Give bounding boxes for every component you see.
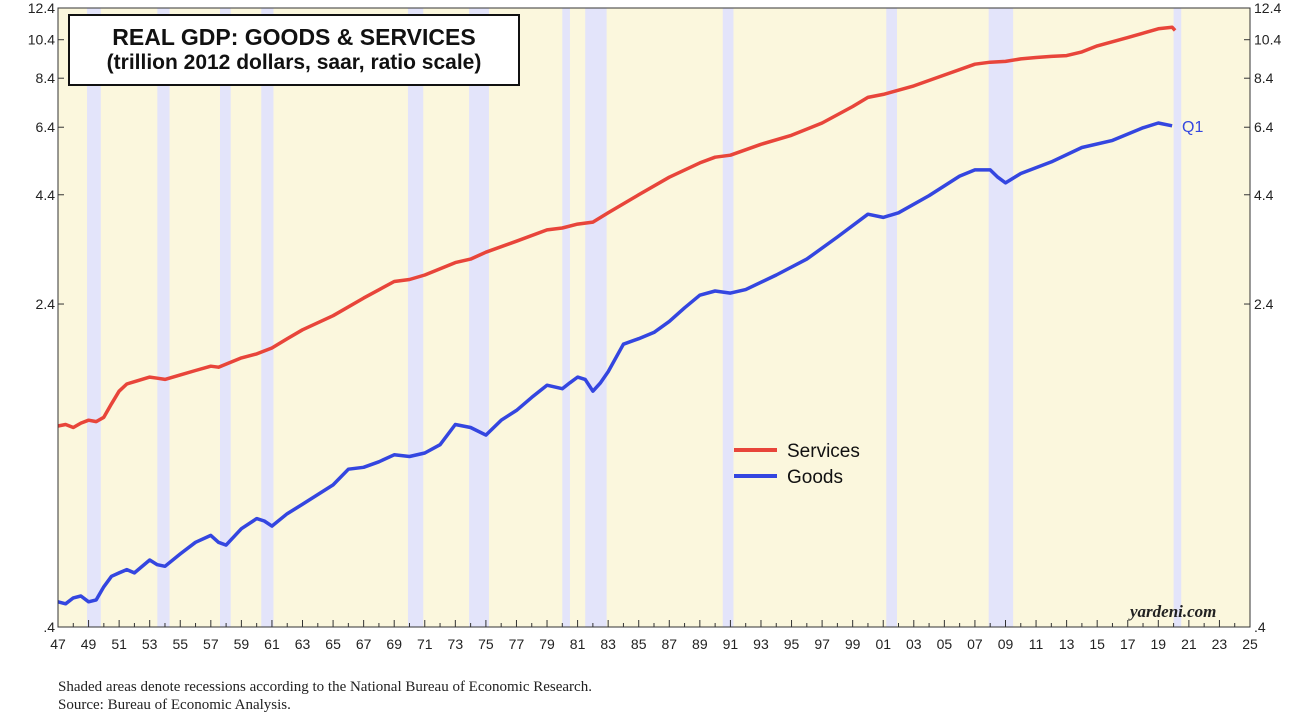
x-tick-label: 59: [234, 636, 250, 652]
recession-band: [261, 8, 274, 627]
y-tick-label: 4.4: [36, 187, 56, 203]
x-tick-label: 99: [845, 636, 861, 652]
x-tick-label: 95: [784, 636, 800, 652]
y-tick-label: 6.4: [1254, 119, 1274, 135]
recession-band: [988, 8, 1014, 627]
watermark: yardeni.com: [1130, 602, 1217, 621]
y-tick-label: 6.4: [36, 119, 56, 135]
series-lines: [57, 25, 1177, 606]
x-tick-label: 01: [875, 636, 891, 652]
x-tick-label: 71: [417, 636, 433, 652]
x-tick-label: 89: [692, 636, 708, 652]
x-tick-label: 13: [1059, 636, 1075, 652]
x-tick-label: 17: [1120, 636, 1136, 652]
recession-band: [157, 8, 170, 627]
legend-label-goods: Goods: [787, 467, 843, 488]
x-tick-label: 81: [570, 636, 586, 652]
x-tick-label: 97: [814, 636, 830, 652]
footnote-recessions: Shaded areas denote recessions according…: [58, 679, 592, 695]
x-tick-label: 03: [906, 636, 922, 652]
recession-band: [469, 8, 489, 627]
chart-subtitle: (trillion 2012 dollars, saar, ratio scal…: [106, 51, 482, 74]
x-tick-label: 69: [386, 636, 402, 652]
x-tick-label: 23: [1212, 636, 1228, 652]
x-tick-label: 51: [111, 636, 127, 652]
x-tick-label: 11: [1029, 636, 1044, 652]
y-tick-label: .4: [1254, 619, 1266, 635]
q1-annotation: Q1: [1182, 119, 1203, 136]
x-tick-label: 53: [142, 636, 158, 652]
x-tick-label: 15: [1089, 636, 1105, 652]
recession-band: [87, 8, 101, 627]
x-tick-label: 93: [753, 636, 769, 652]
chart-title-box: REAL GDP: GOODS & SERVICES (trillion 201…: [68, 14, 520, 86]
recession-band: [722, 8, 734, 627]
x-tick-label: 55: [172, 636, 188, 652]
y-tick-label: 8.4: [36, 70, 56, 86]
x-tick-label: 19: [1151, 636, 1167, 652]
x-tick-label: 47: [50, 636, 66, 652]
y-tick-label: 2.4: [1254, 296, 1274, 312]
plot-background: [58, 8, 1250, 627]
x-tick-label: 79: [539, 636, 555, 652]
x-tick-label: 83: [600, 636, 616, 652]
x-tick-label: 87: [661, 636, 677, 652]
x-tick-label: 25: [1242, 636, 1258, 652]
x-tick-label: 21: [1181, 636, 1197, 652]
footnote-source: Source: Bureau of Economic Analysis.: [58, 697, 291, 713]
recession-band: [407, 8, 424, 627]
legend-label-services: Services: [787, 441, 860, 462]
legend: Services Goods: [734, 441, 860, 488]
x-tick-label: 49: [81, 636, 97, 652]
y-tick-label: 10.4: [28, 32, 55, 48]
recession-band: [886, 8, 897, 627]
series-line-services: [57, 25, 1177, 430]
recession-band: [219, 8, 231, 627]
y-tick-label: 2.4: [36, 296, 56, 312]
y-tick-label: 10.4: [1254, 32, 1281, 48]
y-tick-label: 12.4: [28, 0, 55, 16]
x-tick-label: 63: [295, 636, 311, 652]
x-tick-label: 65: [325, 636, 341, 652]
y-tick-label: .4: [43, 619, 55, 635]
x-tick-label: 09: [998, 636, 1014, 652]
x-tick-label: 57: [203, 636, 219, 652]
y-tick-label: 4.4: [1254, 187, 1274, 203]
y-axis-right: .4 2.4 4.4 6.4 8.4 10.4 12.4: [1244, 0, 1281, 635]
recession-band: [1173, 8, 1182, 627]
x-tick-label: 73: [448, 636, 464, 652]
series-line-goods: [57, 121, 1173, 606]
chart-title: REAL GDP: GOODS & SERVICES: [112, 24, 476, 50]
x-tick-label: 07: [967, 636, 983, 652]
y-axis-left: .4 2.4 4.4 6.4 8.4 10.4 12.4: [28, 0, 64, 635]
x-tick-label: 61: [264, 636, 280, 652]
y-tick-label: 12.4: [1254, 0, 1281, 16]
x-tick-label: 85: [631, 636, 647, 652]
recession-band: [562, 8, 570, 627]
x-tick-label: 77: [509, 636, 525, 652]
x-tick-label: 91: [723, 636, 739, 652]
x-tick-label: 67: [356, 636, 372, 652]
recession-band: [585, 8, 607, 627]
recession-bands: [87, 8, 1182, 627]
x-tick-label: 05: [937, 636, 953, 652]
y-tick-label: 8.4: [1254, 70, 1274, 86]
x-axis: 47 49 51 53 55 57 59 61 63 65 67 69 71 73 75 77 79 81 83 85…: [50, 620, 1258, 652]
x-tick-label: 75: [478, 636, 494, 652]
